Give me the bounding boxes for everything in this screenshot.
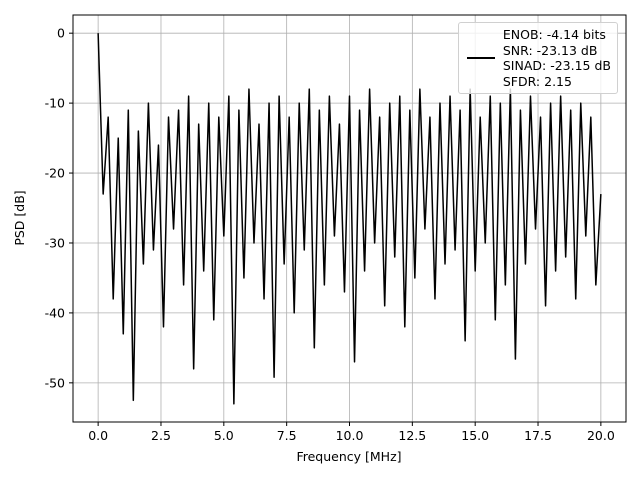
- line: [97, 33, 602, 405]
- x-tick-label: 15.0: [461, 428, 489, 443]
- x-tick-label: 10.0: [336, 428, 364, 443]
- legend-label: ENOB: -4.14 bits SNR: -23.13 dB SINAD: -…: [502, 27, 611, 89]
- x-tick-label: 2.5: [151, 428, 171, 443]
- x-axis-label: Frequency [MHz]: [296, 449, 401, 464]
- x-tick-label: 7.5: [277, 428, 297, 443]
- y-tick-label: -40: [45, 305, 65, 320]
- x-tick-label: 5.0: [214, 428, 234, 443]
- x-tick-label: 12.5: [398, 428, 426, 443]
- y-tick-label: -10: [45, 96, 65, 111]
- plot-frame: [72, 14, 627, 423]
- y-tick-label: -30: [45, 235, 65, 250]
- y-axis-label: PSD [dB]: [12, 190, 27, 245]
- x-tick-label: 20.0: [587, 428, 615, 443]
- y-tick-label: 0: [57, 26, 65, 41]
- y-tick-label: -20: [45, 166, 65, 181]
- x-tick-label: 17.5: [524, 428, 552, 443]
- legend-line: [466, 57, 495, 59]
- legend: ENOB: -4.14 bits SNR: -23.13 dB SINAD: -…: [457, 22, 618, 94]
- x-tick-label: 0.0: [88, 428, 108, 443]
- y-tick-label: -50: [45, 375, 65, 390]
